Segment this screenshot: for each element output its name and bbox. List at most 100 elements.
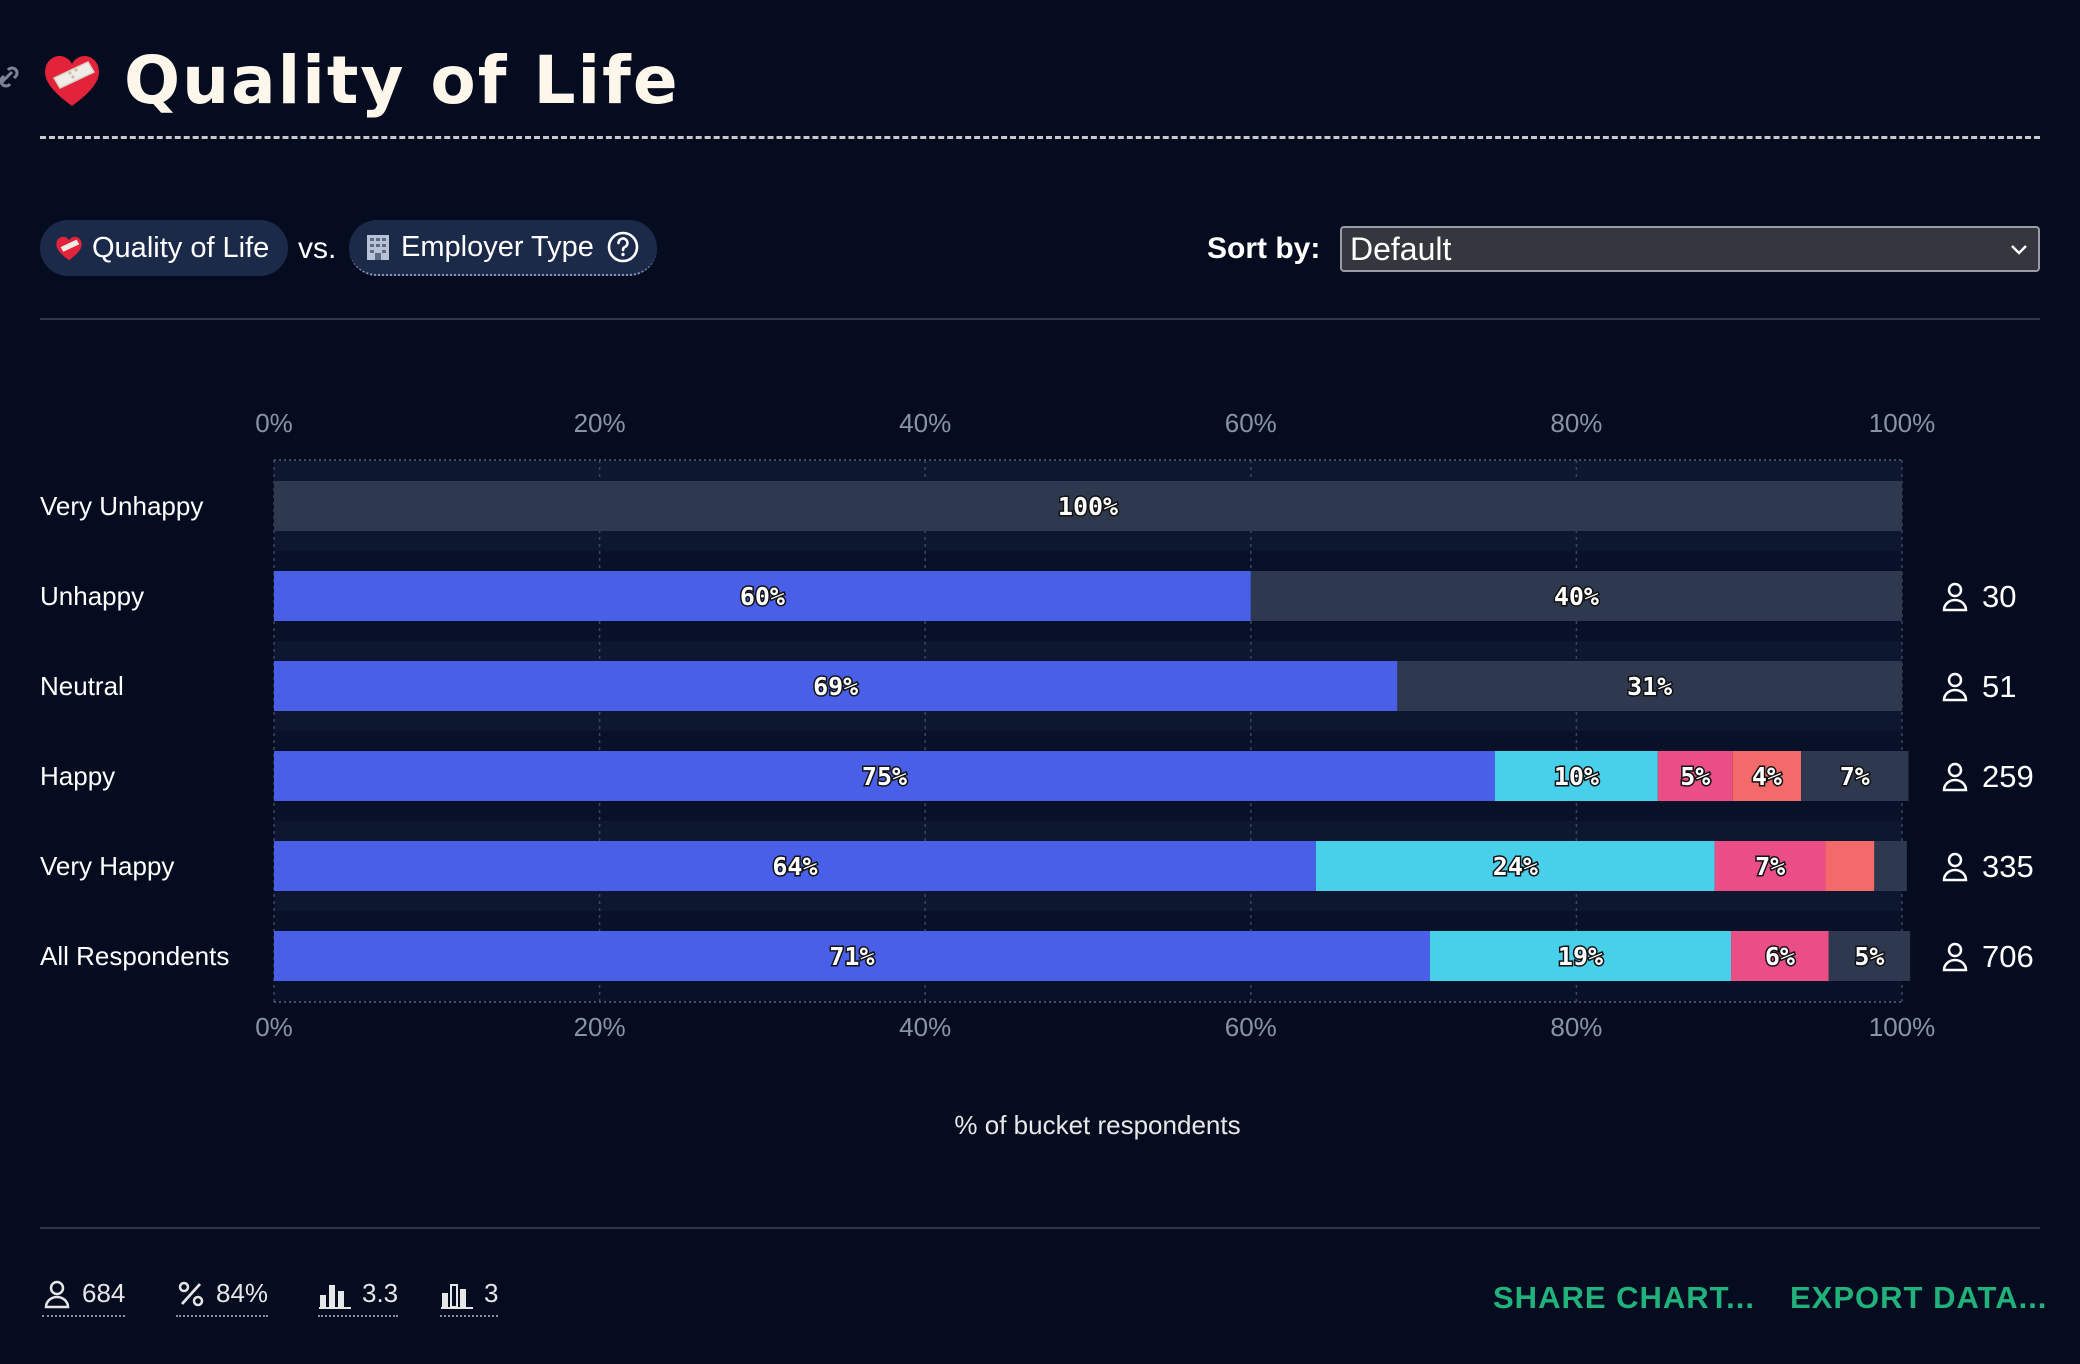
category-label: Very Unhappy [40,491,203,521]
bar-segment [1250,571,1902,621]
average-stat[interactable]: 3.3 [318,1278,399,1317]
x-tick-label-bottom: 60% [1225,1012,1277,1040]
bar-segment [1714,841,1826,891]
bar-value-label: 24% [1493,852,1538,881]
x-tick-label-top: 80% [1550,408,1602,438]
office-building-icon [367,235,389,260]
bar-segment [274,481,1902,531]
compare-pill[interactable]: Employer Type [349,220,657,276]
person-icon [44,1280,70,1308]
person-icon [1942,672,1968,702]
title-divider [40,136,2040,139]
metric-pill[interactable]: Quality of Life [40,220,288,276]
bar-value-label: 4% [1752,762,1782,791]
bar-value-label: 5% [1854,942,1884,971]
bar-value-label: 7% [1755,852,1785,881]
controls-divider [40,318,2040,320]
x-tick-label-bottom: 80% [1550,1012,1602,1040]
bar-value-label: 64% [772,852,817,881]
bar-value-label: 60% [740,582,785,611]
person-icon [1942,942,1968,972]
percent-icon [178,1281,204,1306]
bar-value-label: 40% [1554,582,1599,611]
respondent-count: 335 [1982,849,2034,884]
x-tick-label-top: 100% [1869,408,1936,438]
bar-segment [1657,751,1733,801]
link-icon[interactable] [0,62,22,90]
x-tick-label-bottom: 100% [1869,1012,1936,1040]
sort-select-value: Default [1350,230,1452,267]
sort-select[interactable]: Default [1340,226,2040,272]
help-icon[interactable] [606,230,640,264]
bar-segment [274,751,1495,801]
category-label: Happy [40,761,115,791]
bar-segment [274,571,1251,621]
chevron-down-icon [2011,245,2027,255]
bar-segment [1495,751,1658,801]
x-tick-label-bottom: 40% [899,1012,951,1040]
bar-segment [1874,841,1907,891]
bar-segment [1825,841,1875,891]
x-tick-label-top: 20% [574,408,626,438]
respondents-stat[interactable]: 684 [42,1278,126,1317]
page-title-row: Quality of Life [40,40,680,120]
bar-segment [1801,751,1909,801]
bar-value-label: 5% [1680,762,1710,791]
bar-value-label: 31% [1627,672,1672,701]
heart-with-bandage-icon [45,55,99,106]
bar-value-label: 75% [862,762,907,791]
percent-value: 84% [216,1278,269,1308]
bucket-count-value: 3 [484,1278,499,1308]
bar-value-label: 6% [1765,942,1795,971]
metric-pill-label: Quality of Life [92,231,270,264]
bar-value-label: 71% [829,942,874,971]
respondent-count: 706 [1982,939,2034,974]
x-tick-label-top: 40% [899,408,951,438]
person-icon [1942,852,1968,882]
footer-divider [40,1227,2040,1229]
bar-segment [274,841,1316,891]
bar-value-label: 100% [1058,492,1118,521]
vs-label: vs. [298,232,337,265]
bar-value-label: 10% [1554,762,1599,791]
compare-pill-label: Employer Type [401,230,594,263]
x-tick-label-bottom: 20% [574,1012,626,1040]
x-tick-label-top: 60% [1225,408,1277,438]
bar-segment [274,661,1398,711]
sort-label: Sort by: [1207,232,1321,265]
respondents-value: 684 [82,1278,126,1308]
person-icon [1942,582,1968,612]
stacked-bar-chart: 0% 0% 20% 20% 40% 40% 60% 60% 80% 80% 100% 100% Very… [40,408,2034,1040]
respondent-count: 259 [1982,759,2034,794]
bucket-count-stat[interactable]: 3 [440,1278,499,1317]
bar-segment [274,931,1430,981]
export-data-link[interactable]: EXPORT DATA... [1790,1280,2048,1315]
bar-chart-icon [319,1284,351,1309]
bar-value-label: 69% [813,672,858,701]
x-tick-label-bottom: 0% [255,1012,293,1040]
category-label: Neutral [40,671,124,701]
category-label: All Respondents [40,941,229,971]
person-icon [1942,762,1968,792]
respondent-count: 30 [1982,579,2016,614]
respondent-count: 51 [1982,669,2016,704]
heart-with-bandage-icon [56,236,82,261]
bar-chart-outline-icon [441,1283,473,1309]
average-value: 3.3 [362,1278,399,1308]
x-tick-label-top: 0% [255,408,293,438]
page-title: Quality of Life [124,41,680,119]
bar-segment [1397,661,1902,711]
percent-stat[interactable]: 84% [176,1278,269,1317]
x-axis-title: % of bucket respondents [954,1110,1241,1140]
bar-value-label: 19% [1558,942,1603,971]
bar-segment [1828,931,1911,981]
bar-segment [1732,751,1802,801]
share-chart-link[interactable]: SHARE CHART... [1493,1280,1756,1315]
bar-segment [1731,931,1829,981]
bar-segment [1315,841,1715,891]
category-label: Very Happy [40,851,174,881]
bar-value-label: 7% [1840,762,1870,791]
category-label: Unhappy [40,581,144,611]
bar-segment [1429,931,1732,981]
